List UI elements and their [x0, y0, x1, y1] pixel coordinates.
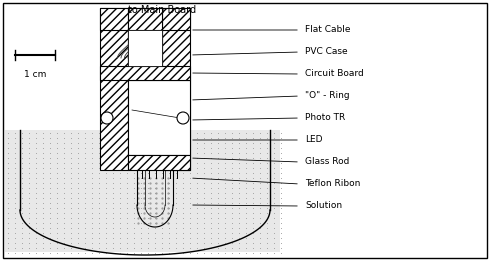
- Text: Flat Cable: Flat Cable: [305, 26, 350, 34]
- Text: Circuit Board: Circuit Board: [305, 69, 364, 79]
- Text: "O" - Ring: "O" - Ring: [305, 92, 350, 100]
- Bar: [128, 155, 190, 170]
- Text: 1 cm: 1 cm: [24, 70, 46, 79]
- Text: Teflon Ribon: Teflon Ribon: [305, 180, 360, 188]
- Text: Solution: Solution: [305, 201, 342, 211]
- Bar: [100, 66, 190, 80]
- Bar: [128, 8, 162, 30]
- Text: Photo TR: Photo TR: [305, 114, 345, 122]
- Text: LED: LED: [305, 135, 322, 145]
- Bar: [128, 30, 162, 66]
- Circle shape: [177, 112, 189, 124]
- Circle shape: [101, 112, 113, 124]
- FancyBboxPatch shape: [5, 130, 280, 252]
- Bar: [162, 8, 190, 170]
- Bar: [128, 80, 190, 155]
- Text: Glass Rod: Glass Rod: [305, 157, 349, 167]
- Text: PVC Case: PVC Case: [305, 48, 347, 56]
- Bar: [100, 8, 128, 30]
- Text: to Main Board: to Main Board: [128, 5, 196, 15]
- Bar: [100, 8, 128, 170]
- Bar: [128, 8, 162, 66]
- Bar: [162, 8, 190, 30]
